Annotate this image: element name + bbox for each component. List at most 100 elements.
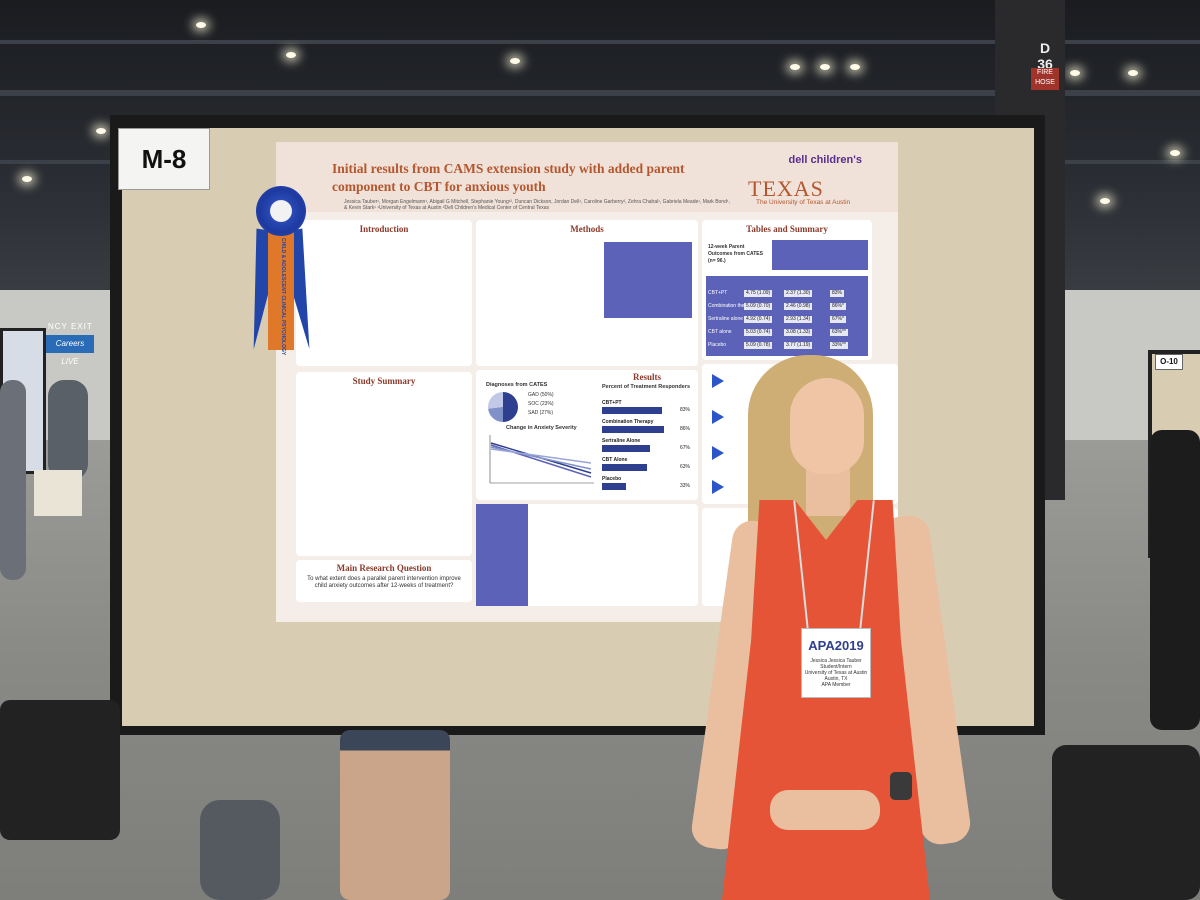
background-person-legs	[340, 730, 450, 900]
chair	[1052, 745, 1200, 900]
ribbon-orange-tail: CHILD & ADOLESCENT CLINICAL PSYCHOLOGY	[268, 232, 294, 356]
exit-sign: NCY EXIT	[48, 322, 93, 331]
ceiling-light	[286, 52, 296, 58]
ceiling-light	[96, 128, 106, 134]
diagnoses-title: Diagnoses from CATES	[486, 382, 548, 388]
responder-percent: 63%**	[830, 329, 848, 336]
demographics-table	[604, 242, 692, 318]
smartwatch	[890, 772, 912, 800]
background-person	[48, 380, 88, 480]
responder-bar	[602, 445, 651, 452]
texas-logo: TEXAS	[748, 176, 824, 201]
parent-outcomes-table	[772, 240, 868, 270]
backpack	[200, 800, 280, 900]
post-severity: 3.08 (1.33)	[784, 329, 813, 336]
ceiling-truss	[0, 40, 1200, 44]
intervention-arm: CBT+PT	[708, 290, 728, 296]
diagnosis-legend-item: SAD (27%)	[528, 410, 554, 416]
post-severity: 2.46 (0.98)	[784, 303, 813, 310]
responder-bar	[602, 426, 664, 433]
person-face	[790, 378, 864, 474]
background-person	[0, 380, 26, 580]
ceiling-light	[1128, 70, 1138, 76]
ceiling-light	[820, 64, 830, 70]
arrow-icon	[712, 410, 724, 424]
chair	[0, 700, 120, 840]
baseline-severity: 4.92 (0.74)	[744, 316, 773, 323]
intervention-arm: Combination therapy	[708, 303, 755, 309]
poster-title: Initial results from CAMS extension stud…	[332, 161, 685, 194]
results-panel: Results Diagnoses from CATES GAD (50%) S…	[476, 370, 698, 500]
responder-bar-label: CBT Alone	[602, 457, 628, 463]
ceiling-light	[22, 176, 32, 182]
badge-name: Jessica Jessica Tauber	[810, 658, 862, 664]
background-person	[1150, 430, 1200, 730]
arrow-icon	[712, 446, 724, 460]
careers-sign: Careers LIVE	[46, 335, 94, 366]
badge-affiliation: University of Texas at Austin	[804, 670, 868, 676]
ceiling-light	[1170, 150, 1180, 156]
badge-event: APA2019	[808, 638, 864, 653]
neighbor-board-label: O-10	[1155, 354, 1183, 370]
ceiling-truss	[0, 90, 1200, 96]
board-label: M-8	[118, 128, 210, 190]
responder-bar-label: Sertraline Alone	[602, 438, 641, 444]
award-rosette	[256, 186, 306, 236]
responder-percent: 83%	[830, 290, 845, 297]
ribbon-text: CHILD & ADOLESCENT CLINICAL PSYCHOLOGY	[280, 238, 286, 356]
arrow-icon	[712, 374, 724, 388]
main-question-panel: Main Research Question To what extent do…	[296, 560, 472, 602]
responders-title: Percent of Treatment Responders	[602, 384, 691, 390]
responder-bar-value: 33%	[680, 483, 691, 489]
responder-percent: 67%*	[830, 316, 846, 323]
responder-percent: 33%**	[830, 342, 848, 349]
research-poster: Initial results from CAMS extension stud…	[276, 142, 898, 622]
diagnoses-pie-chart	[488, 392, 518, 422]
severity-line-chart	[489, 435, 594, 484]
person-neck	[806, 466, 850, 516]
baseline-severity: 5.09 (0.70)	[744, 303, 773, 310]
tote-bag	[34, 470, 82, 516]
baseline-severity: 5.03 (0.74)	[744, 329, 773, 336]
methods-panel: Methods	[476, 220, 698, 366]
poster-authors: Jessica Tauber¹, Morgan Engelmann¹, Abig…	[344, 199, 730, 211]
measures-table-labels	[476, 504, 528, 606]
tables-summary-panel: Tables and Summary 12-week Parent Outcom…	[702, 220, 872, 360]
red-dress	[722, 500, 930, 900]
ceiling-light	[196, 22, 206, 28]
responder-percent: 86%*	[830, 303, 846, 310]
responder-bar-label: Combination Therapy	[602, 419, 654, 425]
arrow-icon	[712, 480, 724, 494]
intervention-arm: Placebo	[708, 342, 727, 348]
baseline-severity: 4.75 (1.09)	[744, 290, 773, 297]
change-severity-title: Change in Anxiety Severity	[506, 425, 577, 431]
badge-city: Austin, TX	[824, 676, 848, 682]
ceiling-light	[850, 64, 860, 70]
study-summary-heading: Study Summary	[352, 376, 416, 386]
ceiling-light	[790, 64, 800, 70]
responder-bar-value: 83%	[680, 407, 691, 413]
tables-summary-heading: Tables and Summary	[746, 224, 828, 234]
badge-details: Jessica Jessica Tauber Student/Intern Un…	[804, 658, 868, 688]
badge-member: APA Member	[821, 682, 851, 688]
responder-bar	[602, 483, 626, 490]
name-badge	[801, 628, 871, 698]
responder-bar-value: 86%	[680, 426, 691, 432]
main-question-heading: Main Research Question	[336, 563, 432, 573]
responder-bar	[602, 464, 648, 471]
ut-austin-subtitle: The University of Texas at Austin	[756, 199, 851, 206]
responder-bar-value: 63%	[680, 464, 691, 470]
fire-hose-sign: FIRE HOSE	[1031, 68, 1059, 90]
dell-childrens-logo: dell children's	[788, 154, 862, 166]
introduction-heading: Introduction	[359, 224, 409, 234]
main-question-text: To what extent does a parallel parent in…	[307, 576, 461, 589]
methods-heading: Methods	[570, 224, 604, 234]
post-severity: 2.93 (1.34)	[784, 316, 813, 323]
intervention-arm: CBT alone	[708, 329, 732, 335]
ceiling-light	[1100, 198, 1110, 204]
responder-bar-value: 67%	[680, 445, 691, 451]
post-severity: 2.37 (1.30)	[784, 290, 813, 297]
intervention-arm: Sertraline alone	[708, 316, 744, 322]
responder-bar-label: CBT+PT	[602, 400, 622, 406]
diagnosis-legend-item: GAD (50%)	[528, 392, 554, 398]
